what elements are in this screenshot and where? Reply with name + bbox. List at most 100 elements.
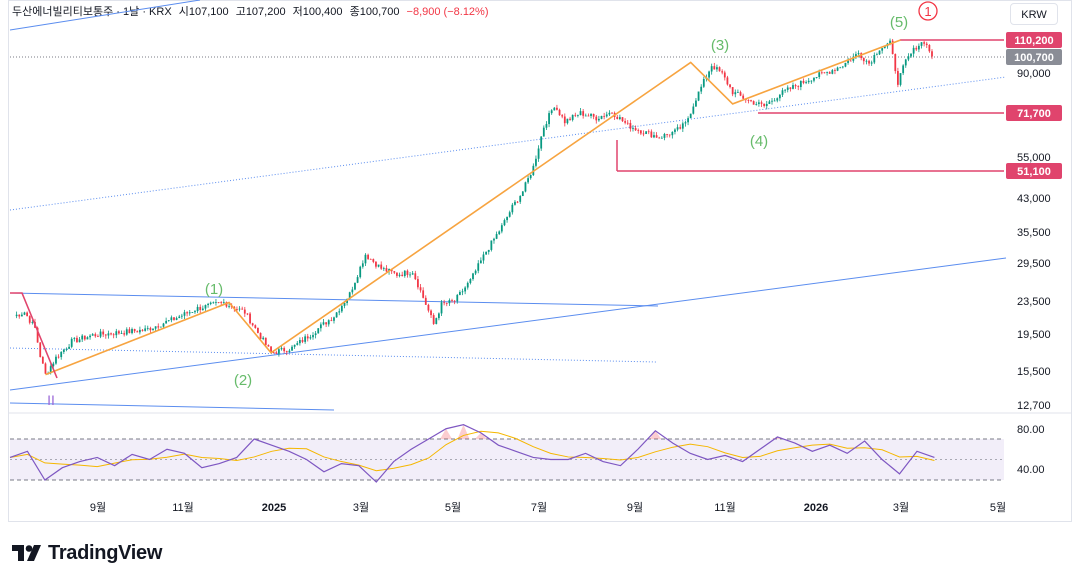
candle-body xyxy=(477,263,480,271)
candle-body xyxy=(616,116,619,119)
rsi-band xyxy=(10,439,1004,480)
candle-body xyxy=(529,175,532,179)
x-tick: 2025 xyxy=(262,502,286,514)
candle-body xyxy=(146,328,149,329)
candle-body xyxy=(466,282,469,288)
candle-body xyxy=(149,328,152,331)
candle-body xyxy=(432,315,435,324)
candle-body xyxy=(490,240,493,250)
candle-body xyxy=(364,254,367,264)
candle-body xyxy=(445,302,448,304)
brand-name: TradingView xyxy=(48,541,163,564)
candle-body xyxy=(128,329,131,334)
candle-body xyxy=(592,113,595,117)
candle-body xyxy=(595,116,598,121)
candle-body xyxy=(789,87,792,89)
candle-body xyxy=(757,102,760,104)
candle-body xyxy=(212,302,215,304)
candle-body xyxy=(249,313,251,324)
candle-body xyxy=(70,338,73,347)
wave-label-1: (1) xyxy=(205,281,223,298)
candle-body xyxy=(818,72,821,78)
candle-body xyxy=(891,40,894,55)
price-levels[interactable] xyxy=(616,39,1004,172)
candle-body xyxy=(26,312,29,317)
candle-body xyxy=(215,302,217,303)
price-chart[interactable]: 두산에너빌리티보통주 · 1날 · KRX 시107,100 고107,200 … xyxy=(0,0,1080,530)
bottom-line xyxy=(9,402,335,411)
candle-body xyxy=(62,349,65,352)
candle-body xyxy=(799,80,802,88)
candle-body xyxy=(194,311,196,313)
time-axis[interactable]: 9월 11월 2025 3월 5월 7월 9월 11월 2026 3월 5월 xyxy=(90,501,1006,514)
candle-body xyxy=(186,312,189,314)
elliott-wave-line[interactable] xyxy=(45,39,901,376)
candle-body xyxy=(112,334,115,336)
candle-body xyxy=(296,343,299,345)
candle-body xyxy=(167,320,170,321)
x-tick: 3월 xyxy=(353,501,369,514)
tag-support-2: 51,100 xyxy=(1017,166,1051,178)
candle-body xyxy=(695,100,697,107)
wave-label-ii: II xyxy=(47,392,55,408)
candle-body xyxy=(89,335,91,338)
currency-button[interactable]: KRW xyxy=(1010,3,1058,25)
candle-body xyxy=(634,128,637,131)
candle-body xyxy=(752,101,755,105)
candle-body xyxy=(414,273,417,280)
rsi-axis-label: 80.00 xyxy=(1017,424,1045,436)
candle-body xyxy=(910,53,912,57)
candle-body xyxy=(849,60,852,62)
candle-body xyxy=(458,292,461,295)
candle-body xyxy=(183,312,186,316)
candle-body xyxy=(396,272,398,276)
candle-body xyxy=(41,357,44,364)
rsi-pane[interactable]: 80.00 40.00 xyxy=(9,424,1045,483)
wave-label-5: (5) xyxy=(890,14,908,31)
y-tick: 29,500 xyxy=(1017,258,1051,270)
candle-body xyxy=(844,62,847,67)
rsi-ma-line xyxy=(9,430,935,472)
candle-body xyxy=(710,66,713,72)
candle-body xyxy=(262,337,265,340)
candle-body xyxy=(241,308,244,310)
candle-body xyxy=(590,113,592,116)
trend-lines[interactable] xyxy=(9,0,1007,411)
tag-high-level: 110,200 xyxy=(1014,35,1053,47)
candle-body xyxy=(671,131,674,136)
candle-body xyxy=(319,324,322,329)
candle-body xyxy=(94,334,97,337)
candle-body xyxy=(537,148,540,159)
candle-body xyxy=(99,331,102,337)
header-line: 두산에너빌리티보통주 · 1날 · KRX 시107,100 고107,200 … xyxy=(12,5,489,18)
candle-body xyxy=(519,196,522,202)
candle-body xyxy=(527,178,529,183)
candle-body xyxy=(516,201,519,203)
candle-body xyxy=(60,351,63,358)
candle-body xyxy=(91,334,94,336)
candle-body xyxy=(865,60,868,62)
candle-body xyxy=(196,306,199,312)
candle-body xyxy=(44,363,47,374)
candle-body xyxy=(831,70,834,74)
candle-body xyxy=(123,333,126,335)
candle-body xyxy=(794,85,797,87)
candle-body xyxy=(655,135,658,138)
candle-body xyxy=(419,287,422,291)
candle-body xyxy=(545,124,548,128)
candle-body xyxy=(920,42,923,46)
candle-body xyxy=(422,290,425,298)
price-axis[interactable]: 90,000 55,000 43,000 35,500 29,500 23,50… xyxy=(1006,32,1062,412)
wave-label-4: (4) xyxy=(750,133,768,150)
wave-circle-label: 1 xyxy=(924,4,931,19)
candle-body xyxy=(603,115,606,117)
candle-body xyxy=(912,47,915,54)
symbol-name: 두산에너빌리티보통주 xyxy=(12,5,113,18)
candle-body xyxy=(157,326,160,328)
tag-high-level-bg xyxy=(1006,32,1062,48)
tradingview-brand[interactable]: TradingView xyxy=(12,540,162,566)
candle-body xyxy=(561,115,564,117)
candle-body xyxy=(608,112,611,115)
candle-body xyxy=(264,337,267,345)
candle-body xyxy=(180,315,183,317)
